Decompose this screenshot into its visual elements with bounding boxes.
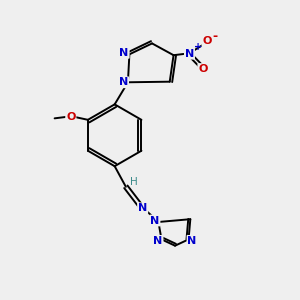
Text: H: H bbox=[130, 176, 137, 187]
Text: O: O bbox=[202, 36, 212, 46]
Text: N: N bbox=[150, 215, 160, 226]
Text: O: O bbox=[198, 64, 208, 74]
Text: N: N bbox=[119, 48, 129, 58]
Text: N: N bbox=[153, 236, 163, 246]
Text: O: O bbox=[66, 112, 76, 122]
Text: N: N bbox=[138, 203, 147, 213]
Text: N: N bbox=[188, 236, 197, 246]
Text: -: - bbox=[212, 29, 217, 43]
Text: N: N bbox=[185, 49, 194, 59]
Text: N: N bbox=[119, 77, 128, 87]
Text: +: + bbox=[194, 42, 202, 52]
